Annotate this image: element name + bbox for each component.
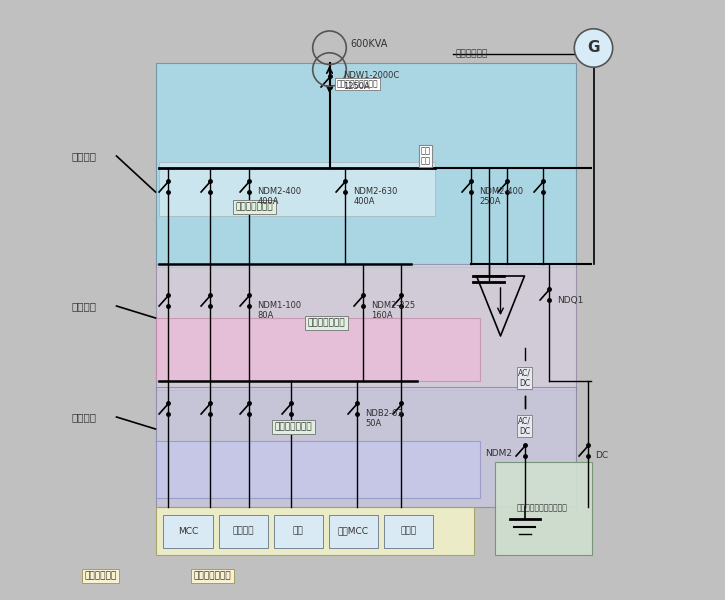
Text: 照明笱: 照明笱: [401, 527, 417, 535]
Text: 二级配电: 二级配电: [72, 301, 96, 311]
Text: 塑壳断路器选型: 塑壳断路器选型: [307, 318, 345, 328]
FancyBboxPatch shape: [274, 515, 323, 547]
Text: AC/
DC: AC/ DC: [518, 368, 531, 388]
Text: NDM2-400
250A: NDM2-400 250A: [479, 187, 523, 206]
Text: NDM2-630
400A: NDM2-630 400A: [354, 187, 398, 206]
Text: NDM1-100
80A: NDM1-100 80A: [257, 301, 302, 320]
Text: MCC: MCC: [178, 527, 198, 535]
Text: 微型断路器选型: 微型断路器选型: [275, 422, 312, 432]
Text: 小型MCC: 小型MCC: [338, 527, 369, 535]
Text: 工控产品选型: 工控产品选型: [84, 571, 117, 581]
FancyBboxPatch shape: [329, 515, 378, 547]
Text: NDQ1: NDQ1: [558, 295, 584, 304]
FancyBboxPatch shape: [155, 507, 473, 555]
Text: NDM2-400
400A: NDM2-400 400A: [257, 187, 302, 206]
FancyBboxPatch shape: [494, 462, 592, 555]
Text: 动力中心: 动力中心: [232, 527, 254, 535]
Text: 首级配电: 首级配电: [72, 151, 96, 161]
FancyBboxPatch shape: [155, 387, 576, 507]
Text: NDM2-225
160A: NDM2-225 160A: [371, 301, 415, 320]
Text: 备用电源进线: 备用电源进线: [455, 49, 488, 58]
Text: DC: DC: [594, 451, 608, 461]
Text: 变压器与断路器配合: 变压器与断路器配合: [336, 80, 378, 89]
Circle shape: [574, 29, 613, 67]
FancyBboxPatch shape: [163, 515, 212, 547]
Text: NDM2: NDM2: [486, 449, 513, 457]
Text: 普通负荷端配电: 普通负荷端配电: [194, 571, 231, 581]
Text: 600KVA: 600KVA: [350, 40, 388, 49]
Text: 空气断路器选型: 空气断路器选型: [236, 202, 273, 211]
Text: 消防中心（水泵控制房）: 消防中心（水泵控制房）: [517, 504, 568, 512]
FancyBboxPatch shape: [218, 515, 268, 547]
Text: 备用: 备用: [293, 527, 304, 535]
FancyBboxPatch shape: [155, 318, 479, 381]
FancyBboxPatch shape: [155, 441, 479, 498]
FancyBboxPatch shape: [159, 162, 434, 216]
Text: AC/
DC: AC/ DC: [518, 416, 531, 436]
Text: NDB2-63
50A: NDB2-63 50A: [365, 409, 403, 428]
FancyBboxPatch shape: [384, 515, 434, 547]
FancyBboxPatch shape: [155, 63, 576, 267]
Text: 补偿
装置: 补偿 装置: [420, 146, 431, 166]
Text: NDW1-2000C
1250A: NDW1-2000C 1250A: [343, 71, 399, 91]
Text: G: G: [587, 40, 600, 55]
FancyBboxPatch shape: [155, 264, 576, 390]
Text: 三级配电: 三级配电: [72, 412, 96, 422]
